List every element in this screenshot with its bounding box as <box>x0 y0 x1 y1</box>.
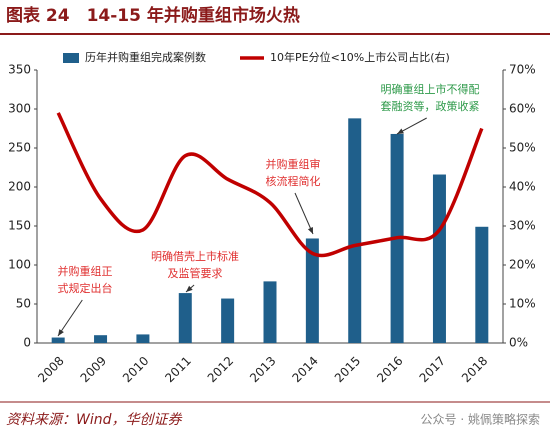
annotation: 式规定出台 <box>58 281 113 295</box>
bar <box>94 335 108 343</box>
x-tick-label: 2013 <box>247 354 278 385</box>
legend-swatch <box>63 53 79 63</box>
bar <box>136 334 150 343</box>
y-tick-label: 0 <box>23 336 31 350</box>
annotation-arrowhead <box>58 329 64 336</box>
bar <box>263 281 277 343</box>
y-tick-label: 50 <box>16 297 31 311</box>
y-tick-label: 200 <box>8 180 31 194</box>
y2-tick-label: 20% <box>509 258 536 272</box>
y2-tick-label: 70% <box>509 63 536 77</box>
bar <box>475 226 489 343</box>
y2-tick-label: 50% <box>509 141 536 155</box>
x-tick-label: 2014 <box>289 354 320 385</box>
y2-tick-label: 40% <box>509 180 536 194</box>
y2-tick-label: 10% <box>509 297 536 311</box>
y2-tick-label: 60% <box>509 102 536 116</box>
x-tick-label: 2016 <box>374 354 405 385</box>
y-tick-label: 350 <box>8 63 31 77</box>
bar <box>51 337 65 343</box>
x-tick-label: 2008 <box>35 354 66 385</box>
legend-label: 10年PE分位<10%上市公司占比(右) <box>270 50 450 64</box>
source: 资料来源：Wind，华创证券 <box>6 412 182 428</box>
y-tick-label: 100 <box>8 258 31 272</box>
annotation: 并购重组审 <box>266 157 321 171</box>
x-tick-label: 2009 <box>78 354 109 385</box>
line <box>56 112 484 258</box>
y2-tick-label: 30% <box>509 219 536 233</box>
y-tick-label: 250 <box>8 141 31 155</box>
y-tick-label: 300 <box>8 102 31 116</box>
annotation: 套融资等，政策收紧 <box>381 99 480 113</box>
x-tick-label: 2012 <box>205 354 236 385</box>
annotation: 并购重组正 <box>58 264 113 278</box>
annotation: 明确借壳上市标准 <box>151 249 239 263</box>
bar <box>221 298 235 343</box>
bar <box>432 174 446 343</box>
y-tick-label: 150 <box>8 219 31 233</box>
annotation-arrowhead <box>186 285 193 292</box>
legend-label: 历年并购重组完成案例数 <box>85 50 206 64</box>
x-tick-label: 2015 <box>332 354 363 385</box>
annotation-arrow <box>294 192 314 235</box>
bar <box>348 118 362 343</box>
annotation: 及监管要求 <box>168 266 223 280</box>
x-tick-label: 2018 <box>459 354 490 385</box>
annotation-arrowhead <box>307 227 313 234</box>
annotation: 明确重组上市不得配 <box>381 82 480 96</box>
watermark: 公众号 · 姚佩策略探索 <box>421 412 540 427</box>
bar <box>305 238 319 343</box>
annotation-arrowhead <box>397 128 404 134</box>
chart-title: 图表 24 14-15 年并购重组市场火热 <box>6 5 300 26</box>
x-tick-label: 2017 <box>417 354 448 385</box>
x-tick-label: 2011 <box>162 354 193 385</box>
x-tick-label: 2010 <box>120 354 151 385</box>
bar <box>178 293 192 343</box>
annotation-arrow <box>57 299 83 337</box>
annotation: 核流程简化 <box>266 174 321 188</box>
y2-tick-label: 0% <box>509 336 528 350</box>
